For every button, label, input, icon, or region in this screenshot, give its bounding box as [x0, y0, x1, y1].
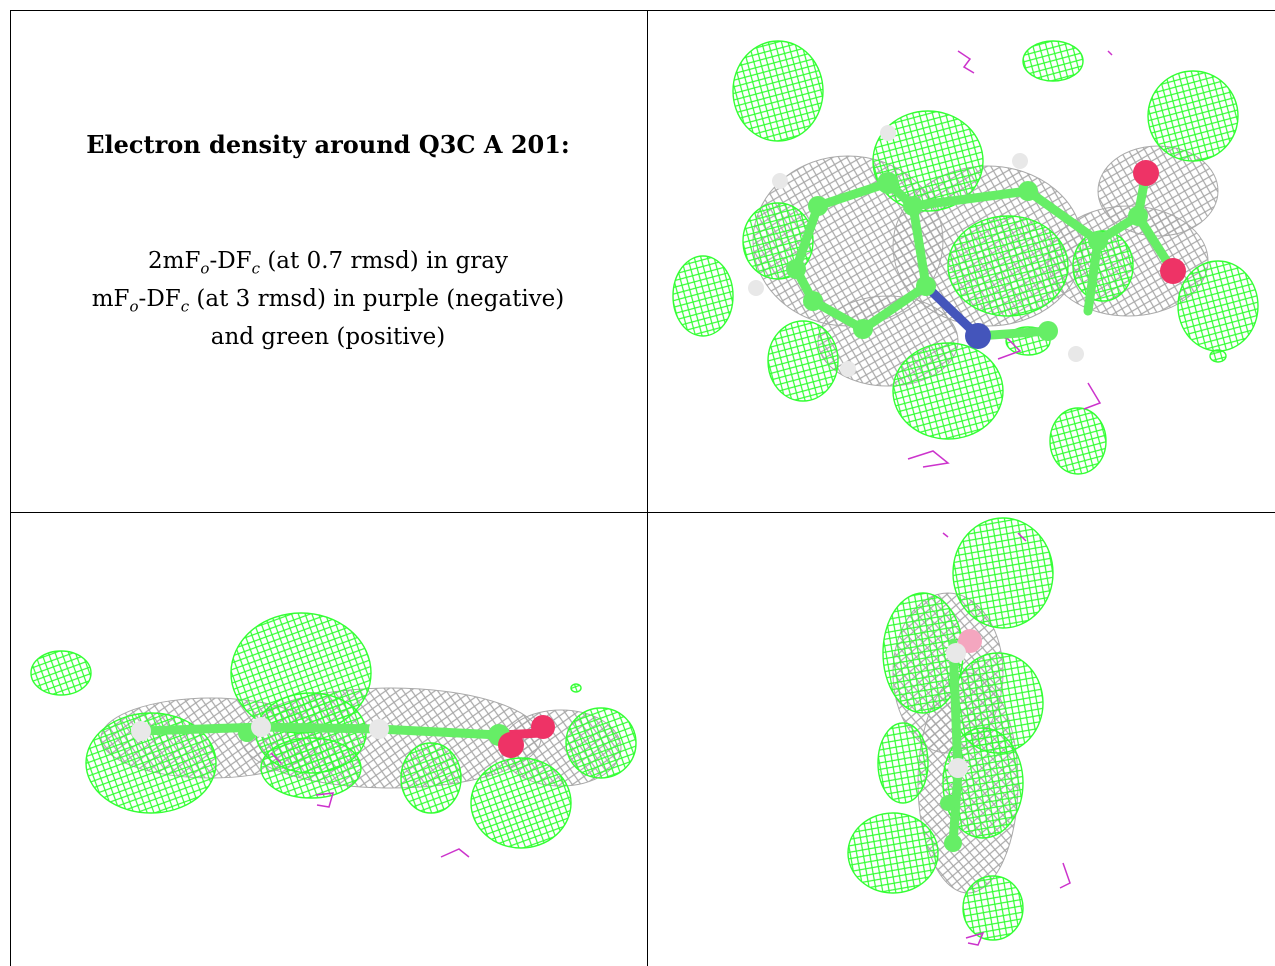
caption-line-fofc-cont: and green (positive) — [210, 324, 446, 350]
panel-view-top — [648, 11, 1275, 512]
grid-rule-top — [10, 10, 1275, 11]
grid-rule-left — [10, 10, 11, 966]
panel-view-edge — [648, 513, 1275, 966]
electron-density-view-side-icon — [30, 612, 637, 858]
electron-density-view-top-icon — [672, 40, 1259, 475]
electron-density-view-edge-icon — [847, 517, 1071, 946]
caption-line-2fofc: 2mFo-DFc (at 0.7 rmsd) in gray — [148, 248, 508, 278]
caption-cell: Electron density around Q3C A 201: 2mFo-… — [10, 0, 646, 512]
panel-view-side — [11, 513, 647, 966]
caption-title: Electron density around Q3C A 201: — [86, 130, 570, 159]
grid-rule-middle-vertical — [647, 10, 648, 966]
caption-line-fofc: mFo-DFc (at 3 rmsd) in purple (negative) — [91, 286, 565, 316]
grid-rule-middle-horizontal — [10, 512, 1275, 513]
